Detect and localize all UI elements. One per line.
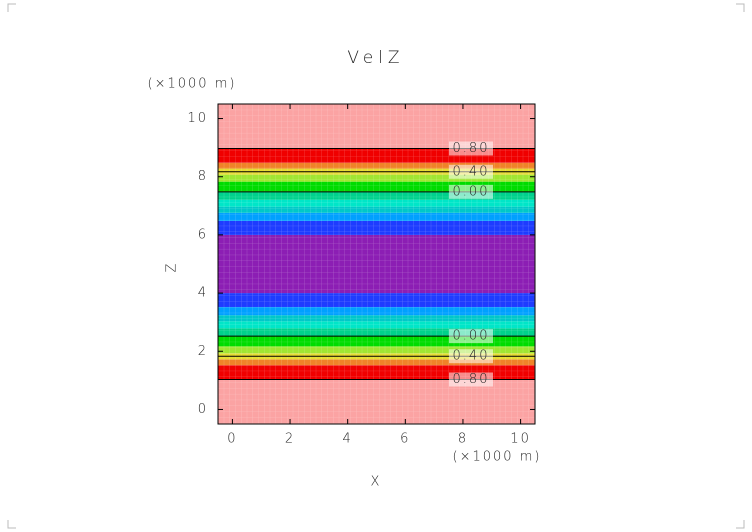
contour-label: 0.00	[453, 329, 490, 344]
contour-label-box	[449, 349, 493, 364]
x-tick-label: 0	[227, 432, 237, 447]
contour-label-box	[449, 329, 493, 344]
contour-label: 0.80	[453, 372, 490, 387]
contour-label-box	[449, 164, 493, 179]
y-unit: (×1000 m)	[148, 77, 237, 92]
y-tick-label: 8	[198, 169, 208, 184]
x-tick-label: 6	[400, 432, 410, 447]
x-tick-label: 8	[458, 432, 468, 447]
y-tick-label: 2	[198, 344, 208, 359]
chart-title: VelZ	[347, 48, 404, 68]
x-tick-label: 2	[285, 432, 295, 447]
contour-label-box	[449, 372, 493, 387]
x-axis-label: X	[371, 475, 382, 490]
contour-label: 0.00	[453, 184, 490, 199]
contour-label: 0.40	[453, 349, 490, 364]
y-tick-label: 6	[198, 227, 208, 242]
y-tick-label: 0	[198, 402, 208, 417]
y-tick-label: 10	[187, 111, 208, 126]
contour-label: 0.80	[453, 141, 490, 156]
y-tick-label: 4	[198, 286, 208, 301]
plot-frame	[217, 103, 536, 425]
contour-label: 0.40	[453, 164, 490, 179]
contour-label-box	[449, 184, 493, 199]
x-unit: (×1000 m)	[453, 450, 542, 465]
y-axis-label: Z	[165, 262, 180, 273]
x-tick-label: 10	[510, 432, 531, 447]
x-tick-label: 4	[343, 432, 353, 447]
page-corners	[7, 3, 745, 529]
contour-label-box	[449, 141, 493, 156]
cell-grid	[218, 104, 535, 424]
